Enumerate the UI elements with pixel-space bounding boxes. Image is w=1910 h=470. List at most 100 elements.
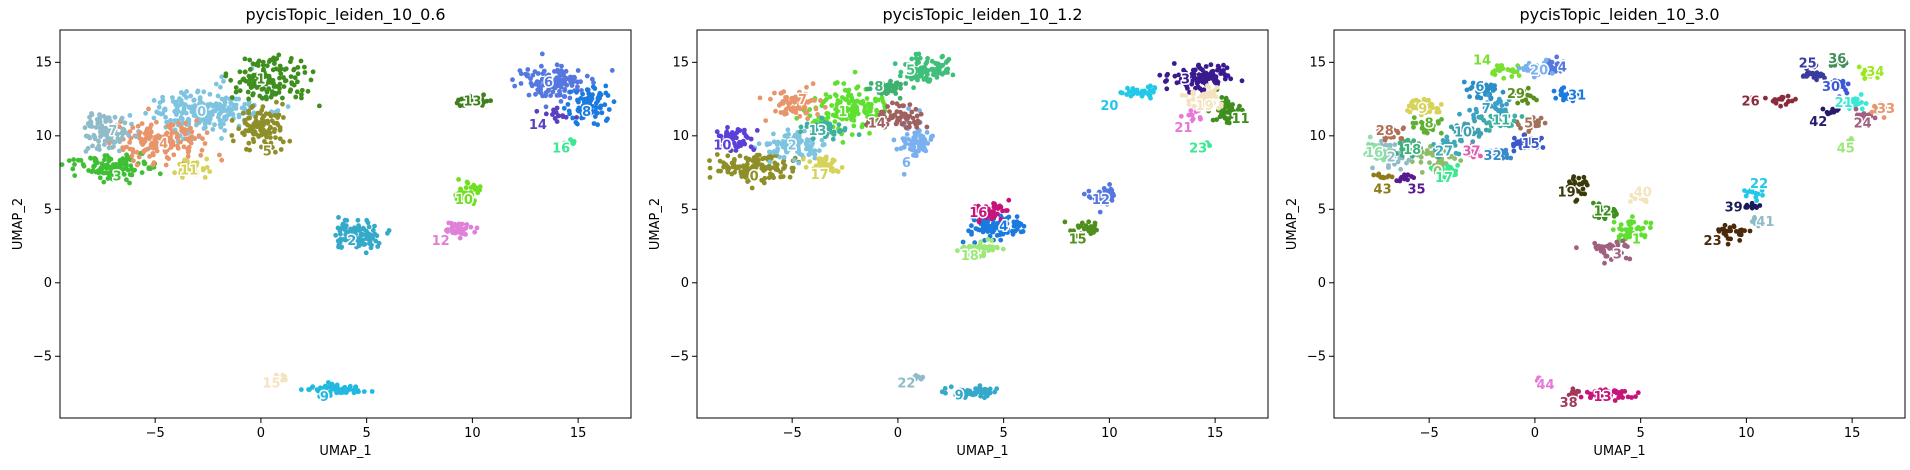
data-point [1204,73,1210,79]
data-point [170,142,176,148]
data-point [168,135,173,140]
data-point [950,72,956,78]
data-point [576,99,581,105]
cluster-label-13: 13 [1594,390,1612,405]
data-point [98,167,103,173]
data-point [809,150,814,156]
cluster-3-points [59,150,163,186]
data-point [335,238,341,244]
data-point [112,114,118,120]
data-point [178,115,184,120]
data-point [365,220,371,226]
x-tick-label: −5 [1420,426,1439,441]
data-point [1163,79,1168,84]
data-point [869,114,875,119]
data-point [1525,92,1530,98]
data-point [102,157,107,163]
data-point [837,129,842,135]
data-point [762,155,767,161]
data-point [240,110,246,116]
data-point [569,75,575,80]
data-point [1229,105,1235,111]
data-point [252,129,258,135]
data-point [1580,186,1586,192]
data-point [597,105,603,111]
data-point [832,119,838,124]
data-point [929,134,934,140]
data-point [127,180,132,186]
data-point [830,136,836,142]
data-point [725,153,731,159]
data-point [599,110,605,116]
data-point [151,115,157,121]
data-point [590,104,595,109]
data-point [575,68,581,73]
data-point [1521,67,1527,72]
data-point [804,84,809,90]
data-point [568,137,573,143]
data-point [781,158,787,164]
cluster-label-4: 4 [1558,61,1567,76]
x-tick-label: 5 [1637,426,1645,441]
data-point [127,140,132,145]
data-point [200,107,206,113]
cluster-label-26: 26 [1742,95,1760,110]
data-point [1551,88,1557,94]
data-point [717,158,723,164]
data-point [1640,225,1646,231]
data-point [841,81,847,86]
data-point [198,100,204,105]
data-point [193,163,199,169]
data-point [1239,78,1245,84]
data-point [867,130,872,136]
data-point [446,220,452,226]
data-point [1511,148,1517,154]
data-point [817,156,823,162]
data-point [1427,150,1432,156]
data-point [568,89,574,95]
data-point [561,73,567,78]
data-point [729,130,735,135]
cluster-label-6: 6 [1475,80,1484,95]
data-point [1501,75,1507,81]
data-point [1217,114,1223,120]
data-point [285,104,291,109]
data-point [921,146,927,152]
data-point [134,149,140,155]
data-point [558,99,564,104]
data-point [756,141,762,147]
data-point [202,175,208,180]
data-point [1401,125,1406,131]
y-tick-label: −5 [33,349,52,364]
cluster-label-30: 30 [1822,80,1840,95]
panel-title: pycisTopic_leiden_10_0.6 [245,5,445,25]
data-point [1086,188,1092,194]
cluster-label-0: 0 [750,170,759,185]
data-point [1410,120,1416,126]
cluster-label-17: 17 [811,168,829,183]
data-point [210,103,216,109]
cluster-label-2: 2 [788,139,797,154]
data-point [110,176,115,182]
data-point [1509,74,1515,79]
data-point [589,76,595,82]
cluster-label-16: 16 [1365,146,1383,161]
data-point [1824,109,1830,115]
data-point [786,131,791,137]
data-point [525,72,530,77]
cluster-9-points [939,383,1000,401]
data-point [305,88,311,94]
x-tick-label: 0 [894,426,902,441]
data-point [274,56,280,62]
data-point [72,162,77,167]
data-point [1438,102,1444,107]
data-point [94,124,100,130]
data-point [851,118,857,123]
data-point [135,123,141,129]
data-point [207,91,213,97]
data-point [1584,182,1590,188]
y-tick-label: 0 [1318,276,1326,291]
data-point [457,226,462,232]
data-point [266,86,272,92]
data-point [771,175,776,181]
